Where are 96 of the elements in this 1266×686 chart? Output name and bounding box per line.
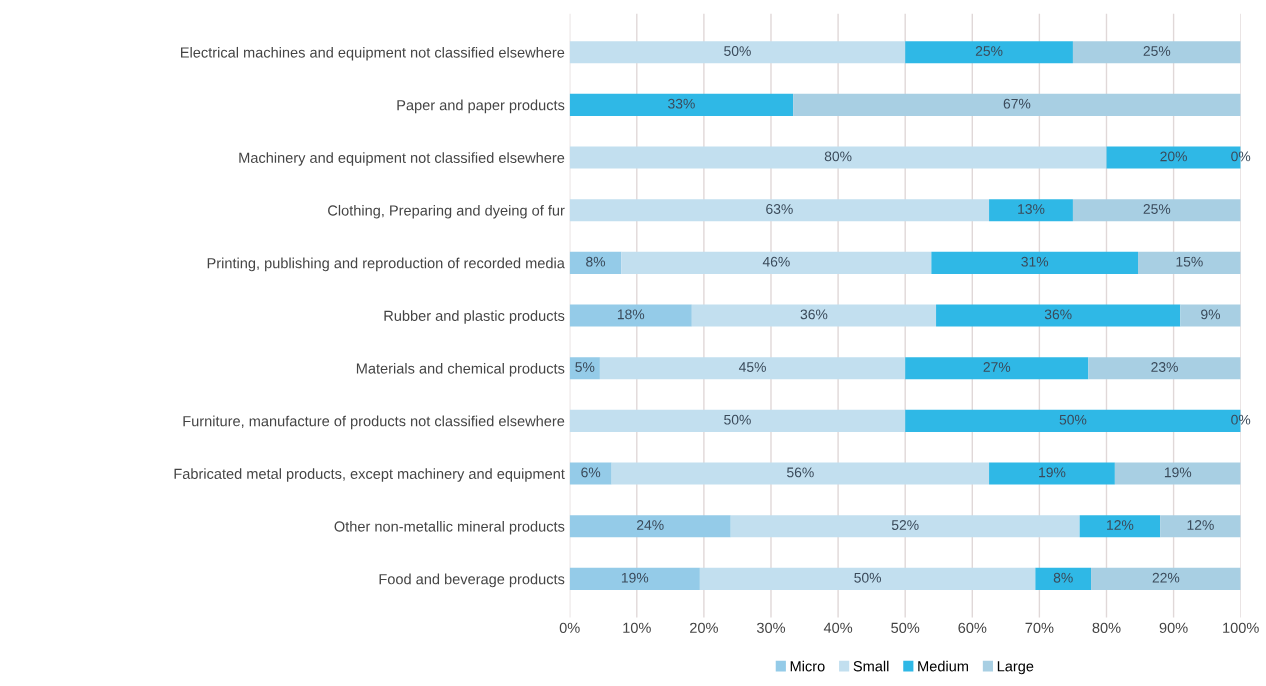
legend-label: Micro <box>790 660 825 672</box>
data-label: 27% <box>983 362 1011 372</box>
x-tick-label: 50% <box>891 622 920 633</box>
data-label: 23% <box>1151 362 1178 372</box>
y-tick-label: Food and beverage products <box>379 573 565 588</box>
data-label: 9% <box>1201 309 1221 320</box>
y-tick-label: Machinery and equipment not classified elsewhere <box>239 152 565 166</box>
x-tick-label: 30% <box>756 622 786 633</box>
bar <box>989 199 1073 222</box>
data-label: 80% <box>824 151 852 162</box>
data-label: 8% <box>586 256 606 267</box>
data-label: 45% <box>738 362 766 372</box>
x-tick-label: 100% <box>1223 622 1259 633</box>
data-label: 50% <box>724 414 751 425</box>
x-tick-label: 90% <box>1159 622 1188 633</box>
x-tick-label: 20% <box>690 622 718 633</box>
bar <box>1072 41 1241 64</box>
x-tick-label: 70% <box>1025 622 1054 633</box>
y-tick-label: Printing, publishing and reproduction of recorded media <box>207 257 565 272</box>
y-tick-label: Materials and chemical products <box>356 362 565 377</box>
bar <box>569 251 622 274</box>
bar <box>569 357 600 380</box>
x-tick-label: 10% <box>623 622 651 633</box>
data-label: 46% <box>762 256 790 267</box>
bar <box>1035 567 1092 590</box>
data-label: 63% <box>766 204 793 214</box>
bar <box>599 357 906 380</box>
bar <box>1180 304 1241 327</box>
data-label: 12% <box>1187 520 1214 530</box>
data-label: 36% <box>1044 309 1072 320</box>
data-label: 36% <box>800 309 828 320</box>
y-tick-label: Paper and paper products <box>397 99 565 114</box>
data-label: 18% <box>617 309 645 320</box>
data-label: 25% <box>1143 46 1171 56</box>
y-tick-label: Rubber and plastic products <box>384 310 565 324</box>
data-label: 25% <box>1143 204 1171 214</box>
legend-label: Large <box>997 661 1034 675</box>
data-label: 19% <box>1039 467 1066 478</box>
data-label: 67% <box>1003 98 1031 109</box>
data-label: 12% <box>1107 520 1134 530</box>
data-label: 25% <box>975 46 1003 56</box>
data-label: 50% <box>854 572 882 583</box>
data-label: 31% <box>1021 256 1049 267</box>
bar <box>989 462 1115 485</box>
data-label: 8% <box>1053 572 1073 583</box>
bar <box>730 515 1080 538</box>
y-tick-label: Fabricated metal products, except machinery and equipment <box>174 468 565 482</box>
y-tick-label: Clothing, Preparing and dyeing of fur <box>328 204 565 219</box>
data-label: 24% <box>637 520 664 530</box>
bar <box>1079 515 1161 538</box>
data-label: 20% <box>1160 151 1187 162</box>
legend-label: Medium <box>918 660 968 672</box>
data-label: 56% <box>787 467 814 478</box>
bar <box>621 251 932 274</box>
data-label: 5% <box>575 362 595 372</box>
data-label: 50% <box>1059 414 1087 425</box>
bar <box>905 41 1073 64</box>
bar <box>569 41 906 64</box>
bar <box>691 304 937 327</box>
data-label: 33% <box>668 98 695 109</box>
bar <box>569 462 612 485</box>
data-label: 19% <box>621 572 649 583</box>
bar <box>936 304 1181 327</box>
bar <box>793 93 1241 116</box>
data-label: 15% <box>1176 256 1203 267</box>
y-tick-label: Furniture, manufacture of products not classified elsewhere <box>183 415 565 430</box>
bar <box>569 146 1107 169</box>
y-tick-label: Electrical machines and equipment not classified elsewhere <box>181 46 565 61</box>
bar <box>1072 199 1241 222</box>
bar <box>569 567 700 590</box>
data-label: 13% <box>1018 204 1045 214</box>
bar <box>1160 515 1241 538</box>
data-label: 19% <box>1164 467 1192 478</box>
bar <box>699 567 1036 590</box>
bar <box>1088 357 1241 380</box>
data-label: 22% <box>1152 572 1180 583</box>
legend-label: Small <box>853 660 889 672</box>
x-tick-label: 40% <box>823 622 853 633</box>
y-tick-label: Other non-metallic mineral products <box>334 520 565 535</box>
bar <box>905 357 1089 380</box>
data-label: 6% <box>581 467 601 478</box>
bar <box>569 199 990 222</box>
bar <box>569 93 794 116</box>
bar <box>611 462 990 485</box>
bar <box>569 304 692 327</box>
bar <box>1114 462 1241 485</box>
data-label: 52% <box>891 520 919 530</box>
data-label: 50% <box>724 46 751 56</box>
bar <box>1091 567 1241 590</box>
bar <box>569 409 906 432</box>
x-tick-label: 0% <box>559 622 580 633</box>
bar <box>1138 251 1241 274</box>
x-tick-label: 80% <box>1092 622 1121 633</box>
bar <box>931 251 1139 274</box>
x-tick-label: 60% <box>958 622 987 633</box>
bar <box>569 515 731 538</box>
